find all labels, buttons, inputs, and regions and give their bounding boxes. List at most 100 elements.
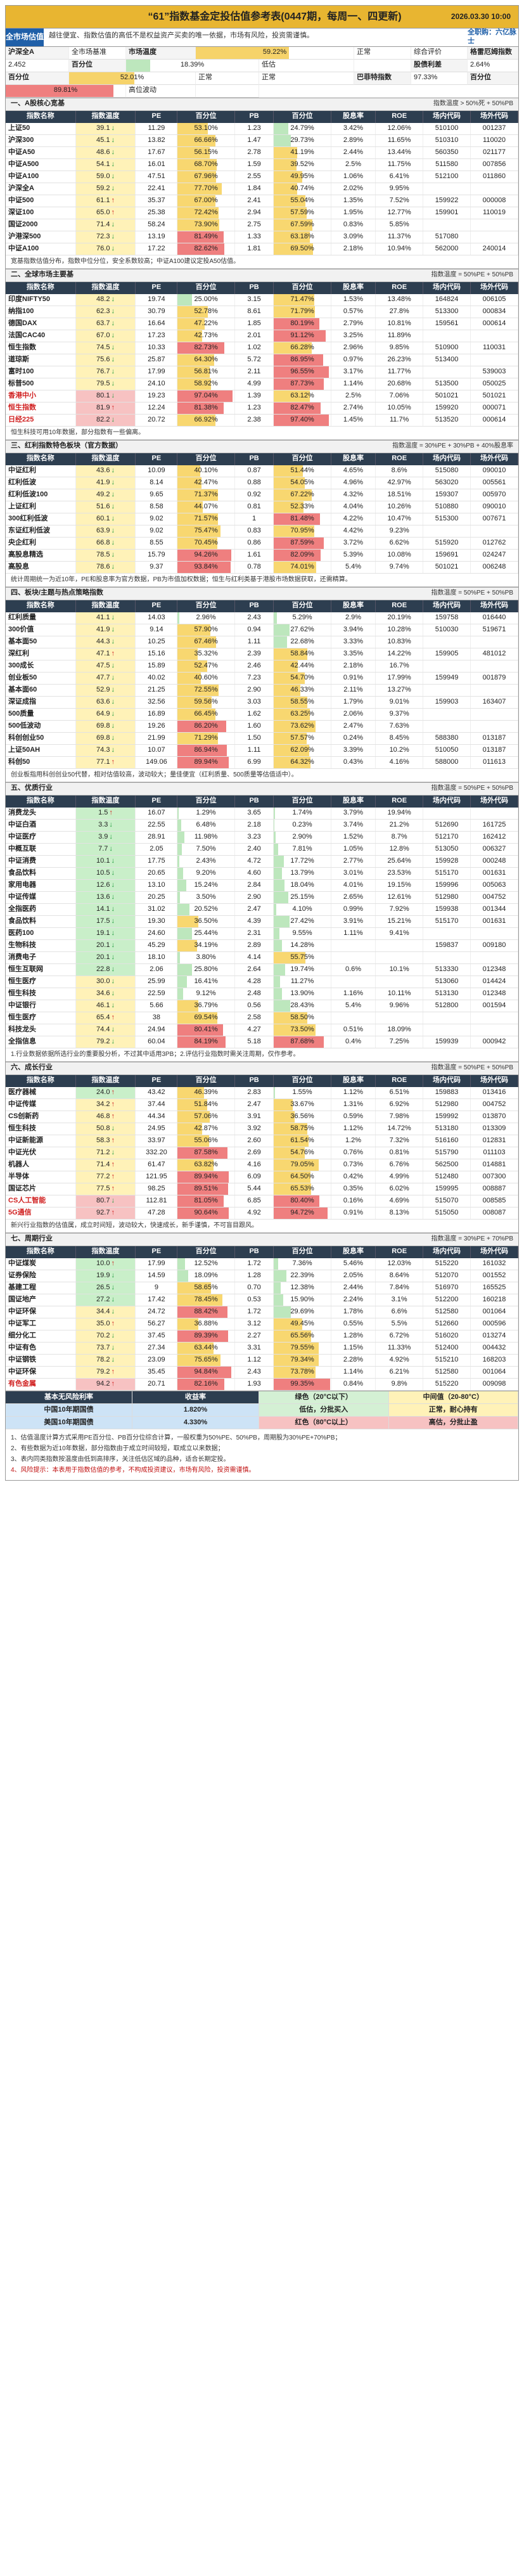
index-name[interactable]: CS人工智能: [6, 1195, 76, 1208]
table-row[interactable]: 上证50 39.1 ↓ 11.29 53.10% 1.23 24.79% 3.42% 12.06…: [6, 122, 518, 135]
table-row[interactable]: 沪深全A 59.2 ↓ 22.41 77.70% 1.84 40.74% 2.02% 9.95%: [6, 183, 518, 195]
table-row[interactable]: 恒生指数 81.9 ↑ 12.24 81.38% 1.23 82.47% 2.74% 10.05…: [6, 402, 518, 415]
index-name[interactable]: 国证芯片: [6, 1183, 76, 1195]
index-name[interactable]: 科创创业50: [6, 732, 76, 745]
index-name[interactable]: 中证传媒: [6, 891, 76, 904]
table-row[interactable]: 中证500 61.1 ↑ 35.37 67.00% 2.41 55.04% 1.35% 7.52…: [6, 195, 518, 207]
index-name[interactable]: 上证红利: [6, 501, 76, 513]
table-row[interactable]: 深证100 65.0 ↑ 25.38 72.42% 2.94 57.59% 1.95% 12.7…: [6, 207, 518, 219]
index-name[interactable]: 印度NIFTY50: [6, 293, 76, 306]
table-row[interactable]: 家用电器 12.6 ↓ 13.10 15.24% 2.84 18.04% 4.01% 19.15…: [6, 879, 518, 892]
index-name[interactable]: 消费电子: [6, 951, 76, 964]
table-row[interactable]: 中证银行 46.1 ↓ 5.66 36.79% 0.56 28.43% 5.4% 9.96% 51…: [6, 1000, 518, 1012]
index-name[interactable]: 中证银行: [6, 1000, 76, 1012]
table-row[interactable]: 科技龙头 74.4 ↓ 24.94 80.41% 4.27 73.50% 0.51% 18.09…: [6, 1024, 518, 1036]
index-name[interactable]: 高股息: [6, 561, 76, 574]
table-row[interactable]: 东证红利低波 63.9 ↓ 9.02 75.47% 0.83 70.95% 4.42% 9.23…: [6, 525, 518, 538]
table-row[interactable]: 500低波动 69.8 ↓ 19.26 86.20% 1.60 73.62% 2.47% 7.6…: [6, 720, 518, 733]
table-row[interactable]: 德国DAX 63.7 ↓ 16.64 47.22% 1.85 80.19% 2.79% 10.8…: [6, 318, 518, 330]
index-name[interactable]: 生物科技: [6, 939, 76, 952]
index-name[interactable]: 300价值: [6, 624, 76, 636]
index-name[interactable]: 富时100: [6, 366, 76, 378]
table-row[interactable]: 上证红利 51.6 ↓ 8.58 44.07% 0.81 52.33% 4.04% 10.26%…: [6, 501, 518, 513]
index-name[interactable]: 红利质量: [6, 612, 76, 624]
index-name[interactable]: 机器人: [6, 1159, 76, 1171]
index-name[interactable]: 科创50: [6, 756, 76, 769]
table-row[interactable]: 机器人 71.4 ↑ 61.47 63.82% 4.16 79.05% 0.73% 6.76% 5…: [6, 1159, 518, 1171]
table-row[interactable]: 红利低波100 49.2 ↓ 9.65 71.37% 0.92 67.22% 4.32% 18.…: [6, 489, 518, 501]
table-row[interactable]: 中证A100 59.0 ↓ 47.51 67.96% 2.55 49.95% 1.06% 6.4…: [6, 171, 518, 183]
index-name[interactable]: 科技龙头: [6, 1024, 76, 1036]
table-row[interactable]: 中证消费 10.1 ↓ 17.75 2.43% 4.72 17.72% 2.77% 25.64%…: [6, 855, 518, 868]
index-name[interactable]: CS创新药: [6, 1111, 76, 1123]
table-row[interactable]: CS创新药 46.8 ↑ 44.34 57.06% 3.91 36.56% 0.59% 7.98…: [6, 1111, 518, 1123]
index-name[interactable]: 红利低波: [6, 477, 76, 489]
table-row[interactable]: 恒生互联网 22.8 ↓ 2.06 25.80% 2.64 19.74% 0.6% 10.1% 5…: [6, 963, 518, 976]
index-name[interactable]: 全指医药: [6, 903, 76, 916]
table-row[interactable]: 高股息 78.6 ↓ 9.37 93.84% 0.78 74.01% 5.4% 9.74% 501…: [6, 561, 518, 574]
index-name[interactable]: 东证红利低波: [6, 525, 76, 538]
table-row[interactable]: 国证2000 71.4 ↓ 58.24 73.90% 2.75 67.59% 0.83% 5.8…: [6, 219, 518, 231]
table-row[interactable]: 中证传媒 13.6 ↓ 20.25 3.50% 2.90 25.15% 2.65% 12.61%…: [6, 891, 518, 904]
table-row[interactable]: 消费电子 20.1 ↓ 18.10 3.80% 4.14 55.75%: [6, 951, 518, 964]
index-name[interactable]: 深证100: [6, 207, 76, 219]
index-name[interactable]: 中证环保: [6, 1306, 76, 1318]
index-name[interactable]: 食品饮料: [6, 915, 76, 928]
index-name[interactable]: 中证A50: [6, 146, 76, 159]
table-row[interactable]: 中证医疗 3.9 ↓ 28.91 11.98% 3.23 2.90% 1.52% 8.7% 512…: [6, 831, 518, 844]
table-row[interactable]: 科创50 77.1 ↑ 149.06 89.94% 6.99 64.32% 0.43% 4.16…: [6, 756, 518, 769]
index-name[interactable]: 央企红利: [6, 537, 76, 550]
table-row[interactable]: 中证A50 48.6 ↓ 17.67 56.15% 2.78 41.19% 2.44% 13.4…: [6, 146, 518, 159]
table-row[interactable]: 高股息精选 78.5 ↓ 15.79 94.26% 1.61 82.09% 5.39% 10.0…: [6, 549, 518, 562]
index-name[interactable]: 中证有色: [6, 1342, 76, 1355]
index-name[interactable]: 医药100: [6, 927, 76, 940]
table-row[interactable]: 深证成指 63.6 ↓ 32.56 59.56% 3.03 58.55% 1.79% 9.01%…: [6, 696, 518, 709]
index-name[interactable]: 香港中小: [6, 390, 76, 402]
index-name[interactable]: 沪深全A: [6, 183, 76, 195]
table-row[interactable]: 中证传媒 34.2 ↑ 37.44 51.84% 2.47 33.67% 1.31% 6.92%…: [6, 1098, 518, 1111]
index-name[interactable]: 中概互联: [6, 843, 76, 856]
table-row[interactable]: 中概互联 7.7 ↓ 2.05 7.50% 2.40 7.81% 1.05% 12.8% 5130…: [6, 843, 518, 856]
index-name[interactable]: 标普500: [6, 378, 76, 390]
index-name[interactable]: 半导体: [6, 1171, 76, 1183]
table-row[interactable]: CS人工智能 80.7 ↓ 112.81 81.05% 6.85 80.40% 0.16% 4.…: [6, 1195, 518, 1208]
index-name[interactable]: 恒生科技: [6, 1123, 76, 1135]
table-row[interactable]: 生物科技 20.1 ↓ 45.29 34.19% 2.89 14.28% 159837 0091…: [6, 939, 518, 952]
index-name[interactable]: 中证消费: [6, 855, 76, 868]
table-row[interactable]: 富时100 76.7 ↓ 17.99 56.81% 2.11 96.55% 3.17% 11.7…: [6, 366, 518, 378]
index-name[interactable]: 基本面50: [6, 636, 76, 648]
index-name[interactable]: 家用电器: [6, 879, 76, 892]
table-row[interactable]: 恒生指数 74.5 ↓ 10.33 82.73% 1.02 66.28% 2.96% 9.85%…: [6, 342, 518, 354]
table-row[interactable]: 红利低波 41.9 ↓ 8.14 42.47% 0.88 54.05% 4.96% 42.97%…: [6, 477, 518, 489]
index-name[interactable]: 纳指100: [6, 306, 76, 318]
table-row[interactable]: 300价值 41.9 ↓ 9.14 57.90% 0.94 27.62% 3.94% 10.28…: [6, 624, 518, 636]
index-name[interactable]: 沪港深500: [6, 231, 76, 243]
table-row[interactable]: 中证新能源 58.3 ↑ 33.97 55.06% 2.60 61.54% 1.2% 7.32%…: [6, 1135, 518, 1147]
table-row[interactable]: 医药100 19.1 ↓ 24.60 25.44% 2.31 9.55% 1.11% 9.41%: [6, 927, 518, 940]
index-name[interactable]: 中证钢铁: [6, 1354, 76, 1367]
index-name[interactable]: 中证白酒: [6, 819, 76, 832]
index-name[interactable]: 细分化工: [6, 1330, 76, 1343]
index-name[interactable]: 中证A500: [6, 158, 76, 171]
index-name[interactable]: 恒生科技: [6, 988, 76, 1000]
table-row[interactable]: 上证50AH 74.3 ↓ 10.07 86.94% 1.11 62.09% 3.39% 10.…: [6, 744, 518, 757]
table-row[interactable]: 中证红利 43.6 ↓ 10.09 40.10% 0.87 51.44% 4.65% 8.6% 5…: [6, 465, 518, 477]
index-name[interactable]: 基建工程: [6, 1282, 76, 1294]
index-name[interactable]: 恒生互联网: [6, 963, 76, 976]
index-name[interactable]: 基本面60: [6, 684, 76, 697]
table-row[interactable]: 基本面60 52.9 ↓ 21.25 72.55% 2.90 46.33% 2.11% 13.2…: [6, 684, 518, 697]
table-row[interactable]: 纳指100 62.3 ↓ 30.79 52.78% 8.61 71.79% 0.57% 27.8…: [6, 306, 518, 318]
index-name[interactable]: 创业板50: [6, 672, 76, 685]
index-name[interactable]: 全指信息: [6, 1036, 76, 1048]
index-name[interactable]: 德国DAX: [6, 318, 76, 330]
table-row[interactable]: 500质量 64.9 ↓ 16.89 66.45% 1.62 63.25% 2.06% 9.37…: [6, 708, 518, 721]
table-row[interactable]: 恒生医疗 30.0 ↓ 25.99 16.41% 4.28 11.27% 513060 0144…: [6, 976, 518, 988]
table-row[interactable]: 中证钢铁 78.2 ↓ 23.09 75.65% 1.12 79.34% 2.28% 4.92%…: [6, 1354, 518, 1367]
table-row[interactable]: 恒生医疗 65.4 ↑ 38 69.54% 2.58 58.50%: [6, 1012, 518, 1024]
table-row[interactable]: 300成长 47.5 ↓ 15.89 52.47% 2.46 42.44% 2.18% 16.7…: [6, 660, 518, 673]
index-name[interactable]: 中证A100: [6, 171, 76, 183]
table-row[interactable]: 沪港深500 72.3 ↓ 13.19 81.49% 1.33 63.18% 3.09% 11.…: [6, 231, 518, 243]
table-row[interactable]: 日经225 82.2 ↓ 20.72 66.92% 2.38 97.40% 1.45% 11.7…: [6, 414, 518, 427]
table-row[interactable]: 科创创业50 69.8 ↓ 21.99 71.29% 1.50 57.57% 0.24% 8.4…: [6, 732, 518, 745]
table-row[interactable]: 中证有色 73.7 ↓ 27.34 63.44% 3.31 79.55% 1.15% 11.33…: [6, 1342, 518, 1355]
